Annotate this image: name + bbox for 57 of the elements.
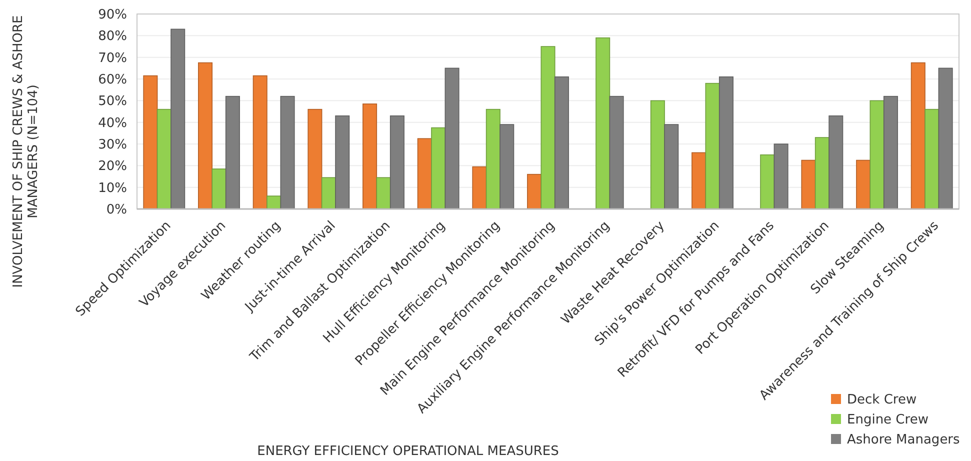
bar <box>156 108 172 210</box>
bar <box>814 137 830 210</box>
bar <box>308 108 322 210</box>
y-tick-label: 60% <box>98 72 127 88</box>
bar <box>718 76 734 210</box>
bar <box>486 108 500 210</box>
y-tick-label: 0% <box>106 202 127 218</box>
bar <box>266 196 282 210</box>
bar <box>417 138 432 210</box>
bar <box>828 115 844 210</box>
bar <box>225 96 240 210</box>
bar <box>705 82 720 210</box>
y-tick-label: 90% <box>98 8 127 23</box>
bar <box>540 46 556 210</box>
bar <box>664 124 679 210</box>
y-tick-label: 20% <box>98 159 127 174</box>
legend-label: Engine Crew <box>847 412 929 428</box>
y-tick-label: 10% <box>98 180 127 196</box>
bar <box>870 100 884 210</box>
bar <box>252 75 268 210</box>
bar <box>500 124 514 210</box>
bar <box>143 75 158 210</box>
y-tick-label: 70% <box>98 50 127 66</box>
bar <box>801 160 816 210</box>
bar <box>212 168 226 210</box>
bar <box>198 62 213 210</box>
y-tick-label: 40% <box>98 116 127 131</box>
bar <box>856 160 871 210</box>
bar <box>362 104 378 210</box>
bar <box>910 62 926 210</box>
bar <box>760 154 775 210</box>
legend-label: Deck Crew <box>847 392 917 408</box>
x-axis-title: ENERGY EFFICIENCY OPERATIONAL MEASURES <box>257 444 559 459</box>
bar <box>444 68 460 210</box>
y-tick-label: 30% <box>98 138 127 153</box>
bar <box>938 68 953 210</box>
bar <box>376 177 391 210</box>
bar <box>431 127 446 210</box>
bar <box>774 144 788 210</box>
bar <box>650 100 665 210</box>
bar <box>170 28 186 210</box>
bar <box>335 115 350 210</box>
bar <box>472 166 487 210</box>
bar <box>609 96 624 210</box>
bar <box>280 96 295 210</box>
bar <box>390 115 404 210</box>
bar <box>596 37 610 210</box>
y-tick-label: 50% <box>98 94 127 110</box>
bar <box>924 108 940 210</box>
bar <box>554 76 569 210</box>
legend-label: Ashore Managers <box>847 432 960 448</box>
y-axis-title: INVOLVEMENT OF SHIP CREWS & ASHORE MANAGERS (N=104) <box>11 15 41 288</box>
bar <box>321 177 336 210</box>
y-tick-label: 80% <box>98 29 127 44</box>
bar <box>692 152 706 210</box>
bar <box>527 174 542 210</box>
bar <box>883 96 898 210</box>
